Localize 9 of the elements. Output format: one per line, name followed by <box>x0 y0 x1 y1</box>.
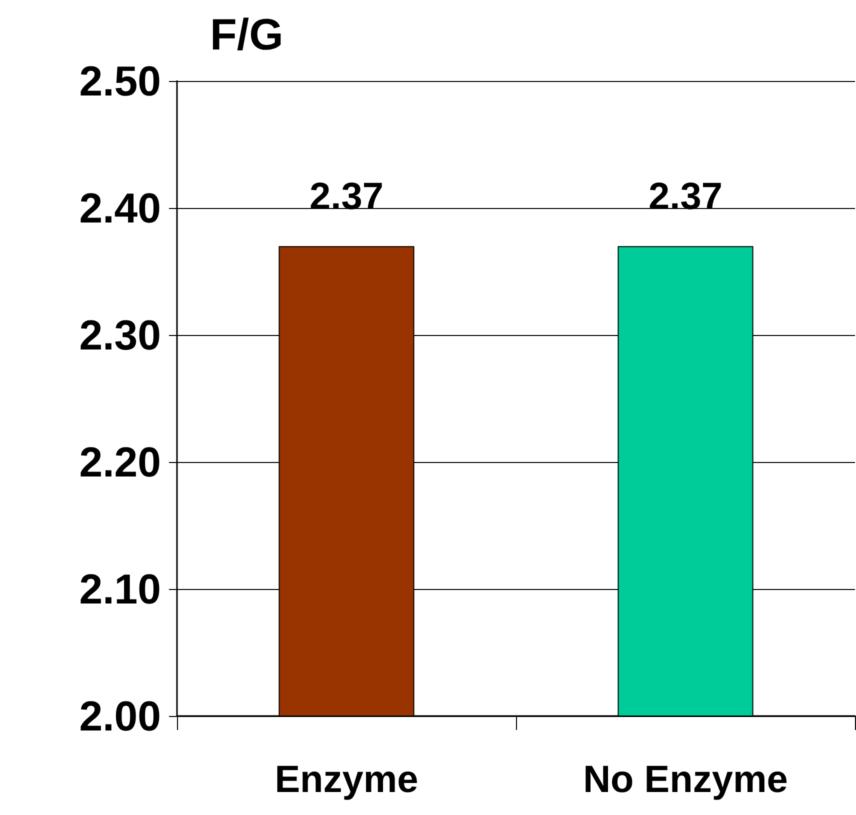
chart-title: F/G <box>210 10 284 60</box>
y-tick-label: 2.00 <box>79 692 161 740</box>
y-tick-label: 2.30 <box>79 312 161 358</box>
y-tick-label: 2.50 <box>79 58 161 104</box>
y-tick-label: 2.10 <box>79 566 161 612</box>
x-tick-label: Enzyme <box>274 759 418 801</box>
x-tick-label: No Enzyme <box>583 759 788 801</box>
y-tick-label: 2.40 <box>79 184 161 232</box>
y-tick-label: 2.20 <box>79 438 161 486</box>
